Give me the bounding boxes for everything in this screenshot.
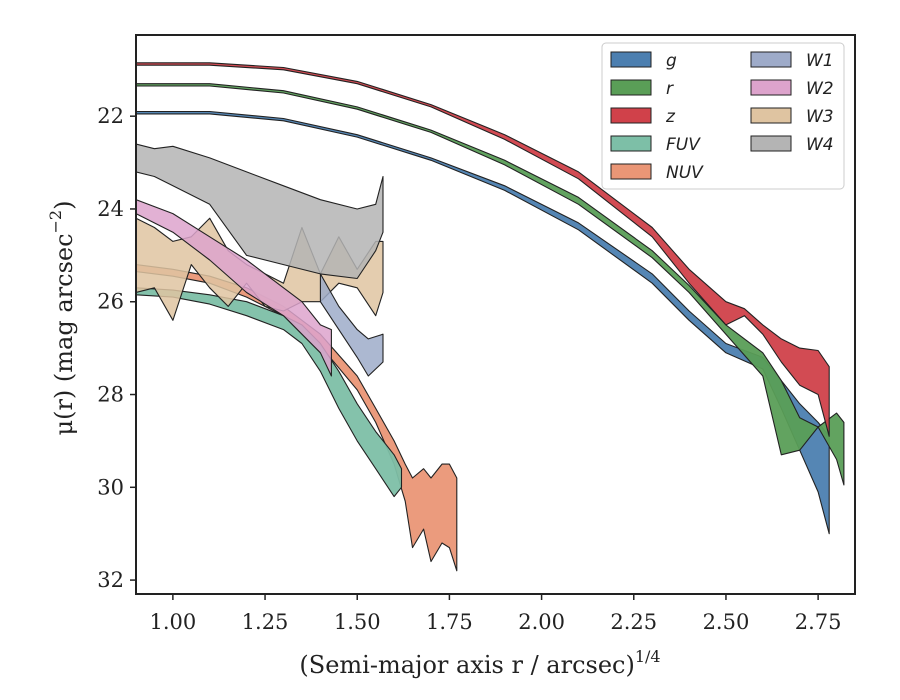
- x-tick-label: 1.25: [242, 610, 289, 634]
- y-axis: 22 24 26 28 30 32: [97, 104, 136, 592]
- plot-frame: [135, 34, 856, 595]
- x-tick-label: 1.50: [334, 610, 381, 634]
- band-g: [136, 110, 830, 535]
- legend-swatch-r: [610, 79, 652, 96]
- legend-swatch-g: [610, 51, 652, 68]
- band-w1: [319, 273, 384, 377]
- legend-label-g: g: [666, 51, 677, 71]
- band-w2: [136, 199, 332, 377]
- band-z: [136, 62, 830, 437]
- y-tick-label: 30: [97, 475, 124, 499]
- legend-swatch-nuv: [610, 163, 652, 180]
- legend-label-fuv: FUV: [666, 135, 701, 155]
- legend-label-nuv: NUV: [666, 163, 704, 183]
- band-r: [136, 83, 845, 486]
- legend-label-z: z: [665, 107, 676, 127]
- y-tick-label: 32: [97, 568, 124, 592]
- legend-label-w3: W3: [806, 107, 834, 127]
- x-tick-label: 2.00: [518, 610, 565, 634]
- legend-swatch-w4: [750, 135, 792, 152]
- legend-swatch-w2: [750, 79, 792, 96]
- band-w4: [136, 143, 384, 280]
- band-layer: [136, 62, 845, 572]
- y-axis-title-exponent: −2: [46, 210, 65, 234]
- x-tick-label: 2.50: [703, 610, 750, 634]
- y-tick-label: 24: [97, 197, 124, 221]
- legend-label-w2: W2: [806, 79, 834, 99]
- legend-swatch-z: [610, 107, 652, 124]
- y-tick-label: 22: [97, 104, 124, 128]
- y-tick-label: 26: [97, 290, 124, 314]
- x-tick-label: 1.75: [426, 610, 473, 634]
- y-axis-title: μ(r) (mag arcsec−2): [46, 201, 78, 436]
- y-tick-label: 28: [97, 383, 124, 407]
- legend-label-r: r: [666, 79, 674, 99]
- legend-label-w4: W4: [806, 135, 834, 155]
- x-tick-label: 1.00: [149, 610, 196, 634]
- legend-swatch-w1: [750, 51, 792, 68]
- x-axis: 1.00 1.25 1.50 1.75 2.00 2.25 2.50 2.75: [149, 594, 842, 634]
- x-tick-label: 2.25: [610, 610, 657, 634]
- x-axis-title: (Semi-major axis r / arcsec)1/4: [299, 647, 660, 679]
- legend: grz FUV NUV W1 W2 W3 W4: [601, 42, 845, 190]
- x-axis-title-exponent: 1/4: [635, 647, 661, 666]
- x-tick-label: 2.75: [795, 610, 842, 634]
- legend-swatch-fuv: [610, 135, 652, 152]
- legend-label-w1: W1: [806, 51, 834, 71]
- legend-swatch-w3: [750, 107, 792, 124]
